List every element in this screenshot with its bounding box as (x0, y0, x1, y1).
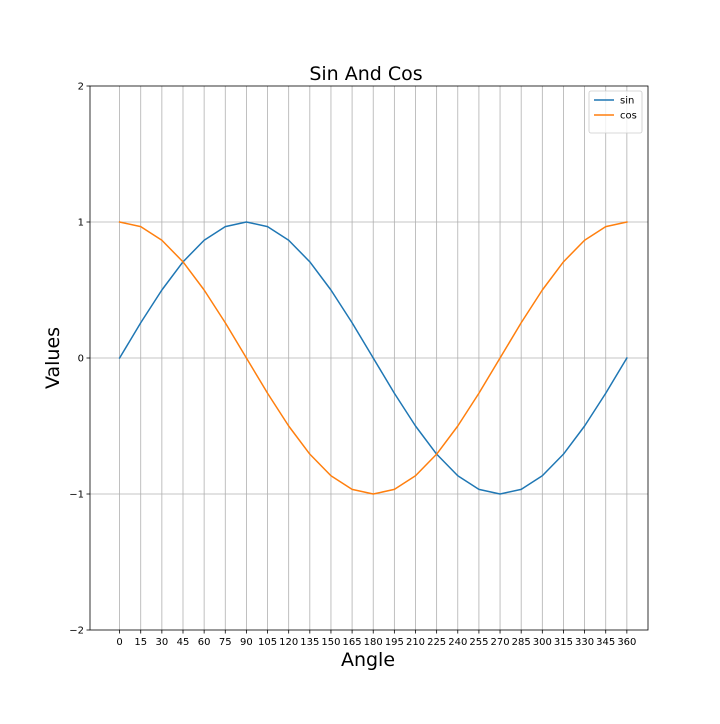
x-tick-label: 45 (177, 637, 190, 648)
series-lines (118, 221, 628, 495)
x-tick-label: 0 (116, 637, 122, 648)
legend: sin cos (588, 90, 643, 134)
x-tick-label: 120 (279, 637, 298, 648)
x-tick-label: 300 (533, 637, 552, 648)
legend-label-sin: sin (620, 96, 634, 107)
y-tick-label: 1 (78, 218, 84, 229)
grid-lines (90, 86, 648, 630)
x-tick-label: 90 (240, 637, 253, 648)
x-tick-label: 15 (134, 637, 147, 648)
series-line-sin (118, 221, 628, 495)
x-tick-label: 150 (321, 637, 340, 648)
y-tick-label: 2 (78, 82, 84, 93)
x-tick-label: 195 (385, 637, 404, 648)
y-axis-title: Values (42, 327, 64, 389)
x-tick-label: 75 (219, 637, 232, 648)
y-tick-label: 0 (78, 354, 84, 365)
x-tick-label: 285 (512, 637, 531, 648)
y-tick-label: −2 (69, 626, 84, 637)
x-tick-label: 330 (575, 637, 594, 648)
y-tick-label: −1 (69, 490, 84, 501)
x-tick-label: 360 (617, 637, 636, 648)
x-tick-label: 180 (364, 637, 383, 648)
x-tick-label: 165 (343, 637, 362, 648)
x-tick-label: 270 (490, 637, 509, 648)
x-tick-label: 345 (596, 637, 615, 648)
x-tick-label: 240 (448, 637, 467, 648)
legend-label-cos: cos (620, 111, 637, 122)
x-tick-label: 255 (469, 637, 488, 648)
series-line-cos (118, 221, 628, 495)
x-tick-label: 210 (406, 637, 425, 648)
x-tick-label: 135 (300, 637, 319, 648)
x-tick-label: 30 (155, 637, 168, 648)
x-axis-title: Angle (341, 649, 395, 671)
x-axis-ticks: 0 15 30 45 60 75 90 105 120 135 150 165 180 195 210 225… (116, 630, 636, 648)
x-tick-label: 315 (554, 637, 573, 648)
y-axis-ticks: −2 −1 0 1 2 (69, 82, 90, 637)
x-tick-label: 105 (258, 637, 277, 648)
x-tick-label: 60 (198, 637, 211, 648)
legend-box (588, 90, 643, 134)
chart-title: Sin And Cos (309, 63, 422, 85)
x-tick-label: 225 (427, 637, 446, 648)
